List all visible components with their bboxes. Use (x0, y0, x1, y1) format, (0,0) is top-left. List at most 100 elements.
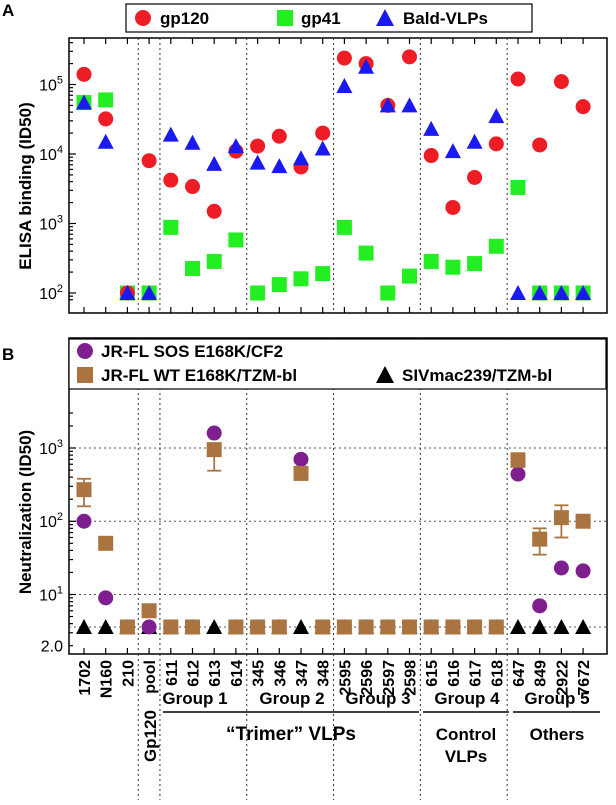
point-bald-vlps-14 (379, 97, 396, 113)
legend-marker-bald-vlps (376, 9, 394, 26)
point-gp120-23 (575, 99, 591, 115)
point-jr-fl-wt-e168k-tzm-bl-10 (293, 465, 309, 481)
y-axis-label-b: Neutralization (ID50) (16, 430, 35, 594)
group-label-2: Group 2 (259, 689, 324, 708)
x-tick-label-2: 210 (120, 660, 137, 687)
x-tick-labels: 1702 N160 210 pool 611 612 613 614 345 346 347 348 2… (77, 660, 593, 698)
point-bald-vlps-21 (531, 285, 548, 300)
panel-label-b: B (2, 345, 14, 364)
point-jr-fl-wt-e168k-tzm-bl-9 (271, 619, 287, 635)
point-bald-vlps-17 (444, 143, 461, 159)
plot-area-b: 2.0 101 102 103 (39, 338, 607, 656)
point-bald-vlps-18 (466, 133, 483, 149)
point-bald-vlps-2 (119, 285, 136, 300)
group-label-gp120: Gp120 (141, 710, 160, 762)
point-bald-vlps-22 (553, 285, 570, 300)
point-jr-fl-wt-e168k-tzm-bl-18 (467, 619, 483, 635)
x-tick-label-3: pool (142, 660, 159, 694)
legend-marker-gp41 (277, 10, 293, 26)
x-tick-label-10: 347 (294, 660, 311, 687)
x-tick-label-14: 2597 (381, 660, 398, 696)
point-gp120-19 (488, 136, 504, 152)
point-sivmac239-tzm-bl-20 (510, 619, 526, 634)
x-tick-label-8: 345 (251, 660, 268, 687)
x-tick-label-21: 849 (533, 660, 550, 687)
point-bald-vlps-9 (271, 158, 288, 174)
group-label-5: Group 5 (524, 689, 589, 708)
point-gp120-9 (271, 128, 287, 144)
point-sivmac239-tzm-bl-22 (553, 619, 570, 634)
x-tick-label-9: 346 (272, 660, 289, 687)
point-jr-fl-wt-e168k-tzm-bl-14 (380, 619, 396, 635)
point-sivmac239-tzm-bl-1 (97, 619, 114, 634)
point-jr-fl-wt-e168k-tzm-bl-4 (163, 619, 179, 635)
legend-b-box (68, 338, 607, 390)
y-tick-label-a-0: 102 (39, 283, 63, 303)
legend-label-gp120: gp120 (160, 9, 209, 28)
point-gp41-11 (315, 266, 331, 282)
group-label-trimer: “Trimer” VLPs (226, 724, 356, 745)
point-bald-vlps-8 (249, 154, 266, 170)
point-jr-fl-sos-e168k-cf2-22 (553, 560, 569, 576)
point-gp41-12 (336, 219, 352, 235)
y-tick-label-a-2: 104 (39, 144, 63, 164)
x-tick-label-0: 1702 (77, 660, 94, 696)
group-label-control-1: Control (436, 725, 496, 744)
legend-marker-sivmac (376, 366, 394, 383)
legend-label-bald-vlps: Bald-VLPs (403, 9, 488, 28)
x-tick-label-19: 618 (489, 660, 506, 687)
plot-frame-a (68, 37, 608, 314)
point-gp120-6 (206, 203, 222, 219)
point-bald-vlps-19 (488, 108, 505, 124)
y-tick-label-b-0: 2.0 (41, 639, 63, 656)
point-gp41-8 (250, 285, 266, 301)
point-jr-fl-wt-e168k-tzm-bl-21 (532, 531, 548, 547)
x-tick-label-5: 612 (186, 660, 203, 687)
plot-frame-b (68, 337, 608, 655)
point-bald-vlps-6 (206, 155, 223, 171)
group-labels: Gp120 Group 1 Group 2 Group 3 Group 4 Gr… (141, 689, 600, 766)
y-tick-label-a-3: 105 (39, 75, 63, 95)
x-tick-label-20: 647 (511, 660, 528, 687)
point-jr-fl-wt-e168k-tzm-bl-16 (423, 619, 439, 635)
x-tick-label-4: 611 (164, 660, 181, 686)
point-sivmac239-tzm-bl-21 (531, 619, 548, 634)
point-jr-fl-sos-e168k-cf2-1 (98, 590, 114, 606)
point-jr-fl-wt-e168k-tzm-bl-6 (206, 442, 222, 458)
legend-a-box (125, 3, 533, 33)
point-jr-fl-sos-e168k-cf2-6 (206, 425, 222, 441)
point-jr-fl-wt-e168k-tzm-bl-5 (185, 619, 200, 635)
y-tick-label-b-2: 102 (39, 511, 63, 531)
point-gp120-4 (163, 172, 179, 188)
x-tick-label-7: 614 (229, 660, 246, 687)
legend-a: gp120 gp41 Bald-VLPs (125, 3, 533, 33)
point-bald-vlps-15 (401, 97, 418, 113)
point-gp41-20 (510, 179, 526, 195)
point-gp120-5 (185, 179, 200, 195)
point-jr-fl-wt-e168k-tzm-bl-17 (445, 619, 461, 635)
x-tick-label-15: 2598 (403, 660, 420, 696)
plot-area-a: 102 103 104 105 (39, 38, 592, 313)
legend-label-jrfl-wt: JR-FL WT E168K/TZM-bl (101, 366, 297, 385)
point-jr-fl-wt-e168k-tzm-bl-8 (250, 619, 266, 635)
x-tick-label-6: 613 (207, 660, 224, 687)
point-gp41-19 (488, 238, 504, 254)
legend-marker-gp120 (135, 10, 151, 26)
point-bald-vlps-10 (293, 150, 309, 166)
x-tick-label-12: 2595 (337, 660, 354, 696)
point-jr-fl-wt-e168k-tzm-bl-15 (402, 619, 417, 635)
group-label-control-2: VLPs (445, 747, 488, 766)
point-bald-vlps-13 (358, 58, 375, 74)
point-jr-fl-wt-e168k-tzm-bl-0 (76, 482, 92, 498)
point-gp41-15 (402, 268, 417, 284)
point-jr-fl-sos-e168k-cf2-10 (293, 451, 309, 467)
point-bald-vlps-4 (162, 126, 179, 142)
point-gp41-9 (271, 277, 287, 293)
x-tick-label-23: 7672 (576, 660, 593, 696)
point-gp120-16 (423, 148, 439, 164)
legend-label-jrfl-sos: JR-FL SOS E168K/CF2 (101, 342, 283, 361)
point-gp120-0 (76, 66, 92, 82)
point-bald-vlps-12 (336, 78, 353, 94)
